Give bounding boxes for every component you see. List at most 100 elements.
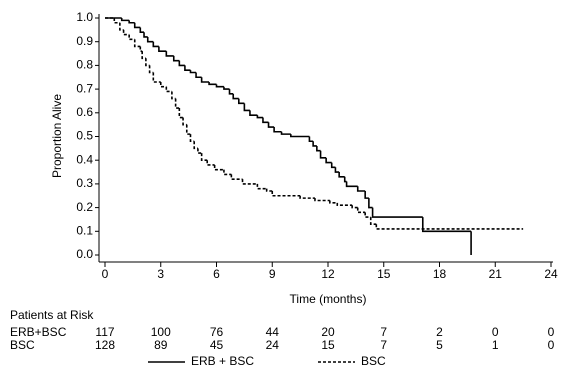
risk-count: 24 — [266, 338, 280, 352]
survival-step — [330, 162, 336, 169]
survival-step — [256, 183, 267, 190]
risk-count: 1 — [492, 338, 499, 352]
survival-step — [223, 86, 230, 90]
survival-step — [243, 103, 250, 112]
survival-step — [189, 134, 195, 143]
x-tick-label: 18 — [433, 267, 447, 281]
survival-step — [280, 131, 291, 135]
survival-step — [312, 141, 317, 147]
survival-step — [368, 198, 373, 209]
survival-step — [223, 169, 232, 176]
survival-step — [189, 70, 197, 74]
risk-count: 7 — [380, 325, 387, 339]
risk-count: 117 — [95, 325, 114, 339]
survival-step — [165, 51, 174, 57]
y-tick-label: 0.2 — [76, 200, 93, 214]
survival-step — [139, 27, 145, 34]
survival-step — [375, 224, 524, 230]
survival-step — [119, 22, 124, 31]
survival-step — [159, 81, 167, 88]
survival-step — [267, 122, 275, 128]
survival-step — [238, 98, 245, 105]
survival-step — [208, 81, 217, 86]
risk-table-title: Patients at Risk — [10, 308, 94, 322]
y-tick-label: 0.3 — [76, 176, 93, 190]
survival-step — [249, 110, 258, 116]
y-tick-label: 0.5 — [76, 129, 93, 143]
survival-step — [421, 217, 472, 233]
x-tick-label: 3 — [157, 267, 164, 281]
x-tick-label: 0 — [102, 267, 109, 281]
risk-count: 0 — [492, 325, 499, 339]
survival-step — [334, 167, 340, 173]
survival-step — [271, 191, 301, 197]
survival-step — [171, 91, 176, 100]
x-tick-label: 12 — [321, 267, 335, 281]
survival-step — [152, 41, 159, 48]
survival-step — [364, 212, 371, 218]
survival-step — [146, 36, 154, 43]
survival-step — [182, 117, 187, 126]
survival-step — [200, 77, 210, 83]
survival-step — [314, 198, 330, 202]
survival-step — [262, 117, 269, 124]
y-tick-label: 0.8 — [76, 58, 93, 72]
survival-step — [143, 32, 148, 38]
survival-step — [232, 93, 239, 100]
risk-count: 7 — [380, 338, 387, 352]
survival-step — [133, 22, 141, 29]
survival-step — [228, 89, 234, 95]
y-tick-label: 0.4 — [76, 152, 93, 166]
risk-count: 45 — [210, 338, 224, 352]
survival-step — [213, 164, 224, 171]
survival-step — [325, 157, 332, 164]
survival-step — [133, 39, 141, 48]
survival-step — [158, 46, 167, 52]
survival-step — [197, 148, 202, 154]
survival-step — [184, 65, 191, 71]
survival-step — [139, 46, 143, 52]
risk-count: 0 — [548, 325, 555, 339]
survival-step — [336, 202, 353, 207]
y-tick-label: 0.6 — [76, 105, 93, 119]
legend-label: BSC — [361, 354, 386, 368]
survival-step — [299, 195, 315, 199]
survival-step — [364, 191, 369, 199]
risk-count: 2 — [436, 325, 443, 339]
survival-step — [345, 181, 358, 188]
survival-step — [356, 186, 366, 192]
survival-step — [273, 127, 282, 133]
survival-step — [256, 115, 263, 119]
survival-step — [145, 58, 150, 67]
survival-step — [371, 207, 423, 218]
risk-count: 76 — [210, 325, 224, 339]
survival-step — [120, 18, 130, 22]
risk-row-label: BSC — [10, 338, 35, 352]
survival-step — [241, 179, 258, 185]
survival-step — [351, 205, 358, 209]
survival-step — [152, 72, 161, 83]
survival-step — [200, 153, 208, 161]
survival-step — [178, 60, 185, 67]
survival-step — [174, 98, 180, 109]
risk-count: 100 — [151, 325, 171, 339]
survival-step — [319, 150, 327, 159]
survival-step — [369, 217, 377, 225]
survival-step — [356, 207, 366, 214]
risk-count: 128 — [95, 338, 115, 352]
survival-step — [316, 145, 321, 152]
survival-step — [206, 160, 215, 166]
survival-step — [195, 72, 202, 79]
survival-step — [308, 136, 314, 143]
survival-step — [343, 176, 347, 183]
y-tick-label: 1.0 — [76, 10, 93, 24]
risk-row-label: ERB+BSC — [10, 325, 67, 339]
y-tick-label: 0.7 — [76, 81, 93, 95]
survival-step — [122, 29, 130, 36]
survival-step — [290, 134, 310, 138]
y-axis-title: Proportion Alive — [50, 94, 64, 178]
x-tick-label: 15 — [377, 267, 391, 281]
survival-step — [215, 84, 224, 88]
survival-step — [193, 141, 198, 150]
